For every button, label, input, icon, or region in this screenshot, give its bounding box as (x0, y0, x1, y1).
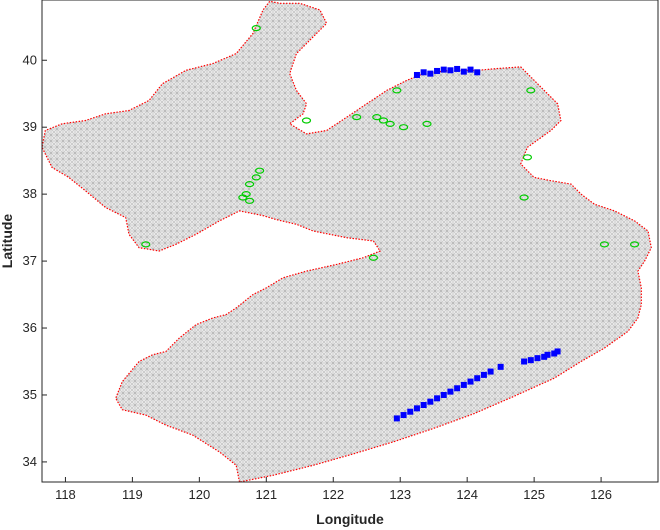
open-boundary-east-node-19 (541, 353, 548, 360)
open-boundary-east-node-20 (544, 351, 551, 358)
island-8 (244, 197, 255, 204)
x-tick-label-122: 122 (322, 487, 344, 502)
y-tick-label-38: 38 (23, 186, 37, 201)
open-boundary-north-node-6 (454, 65, 461, 72)
axes-box (41, 0, 659, 483)
open-boundary-east-node-2 (407, 408, 414, 415)
island-17 (522, 154, 533, 161)
open-boundary-north-node-7 (460, 68, 467, 75)
open-boundary-east-node-8 (447, 388, 454, 395)
y-tick-label-34: 34 (23, 454, 37, 469)
x-tick-label-120: 120 (188, 487, 210, 502)
open-boundary-east-node-15 (497, 363, 504, 370)
open-boundary-north-node-0 (413, 71, 420, 78)
x-tick-label-123: 123 (389, 487, 411, 502)
island-10 (372, 114, 382, 121)
island-1 (301, 117, 312, 124)
open-boundary-north-node-8 (467, 66, 474, 73)
y-tick-label-40: 40 (23, 52, 37, 67)
island-15 (422, 120, 432, 127)
open-boundary-north (413, 65, 481, 78)
island-7 (238, 194, 248, 201)
open-boundary-east-node-10 (460, 381, 467, 388)
x-tick-label-119: 119 (122, 487, 143, 502)
island-0 (251, 25, 261, 32)
open-boundary-north-node-1 (420, 69, 427, 76)
island-21 (368, 254, 379, 261)
island-2 (141, 241, 151, 248)
x-tick-label-121: 121 (255, 487, 277, 502)
y-tick-label-37: 37 (23, 253, 37, 268)
island-boundaries (141, 25, 640, 261)
island-16 (526, 87, 536, 94)
open-boundary-east (393, 348, 561, 422)
x-axis-ticks: 118 119 120 121 122 123 124 125 126 (55, 477, 612, 502)
open-boundary-east-node-3 (413, 405, 420, 412)
y-axis-label: Latitude (0, 214, 15, 269)
open-boundary-east-node-14 (487, 368, 494, 375)
island-19 (599, 241, 610, 248)
open-boundary-east-node-0 (393, 415, 400, 422)
open-boundary-east-node-7 (440, 391, 447, 398)
open-boundary-east-node-5 (427, 398, 434, 405)
island-13 (392, 87, 402, 94)
x-tick-label-125: 125 (523, 487, 545, 502)
y-tick-label-39: 39 (23, 119, 37, 134)
open-boundary-east-node-11 (467, 378, 474, 385)
x-axis-label: Longitude (316, 511, 384, 527)
open-boundary-east-node-13 (480, 371, 487, 378)
x-tick-label-118: 118 (55, 487, 76, 502)
open-boundary-north-node-5 (447, 67, 454, 74)
open-boundary-north-node-4 (440, 66, 447, 73)
open-boundary-east-node-21 (551, 350, 558, 357)
coastline-boundary (42, 0, 652, 482)
island-20 (629, 241, 640, 248)
open-boundary-east-node-16 (521, 358, 528, 365)
y-tick-label-35: 35 (23, 387, 37, 402)
y-axis-ticks: 34 35 36 37 38 39 40 (23, 52, 47, 469)
open-boundary-east-node-4 (420, 402, 427, 409)
open-boundary-east-node-9 (454, 385, 461, 392)
open-boundary-north-node-9 (474, 69, 481, 76)
open-boundary-east-node-17 (527, 357, 534, 364)
open-boundary-north-node-2 (427, 70, 434, 77)
island-4 (251, 174, 261, 181)
island-18 (519, 194, 529, 201)
open-boundary-north-node-3 (434, 67, 441, 74)
island-3 (244, 180, 255, 188)
mesh-domain (42, 1, 652, 482)
island-11 (378, 117, 389, 124)
island-9 (352, 114, 362, 121)
island-5 (255, 167, 265, 174)
open-boundary-east-node-18 (534, 355, 541, 362)
open-boundary-east-node-12 (474, 375, 481, 382)
x-tick-label-126: 126 (590, 487, 612, 502)
y-tick-label-36: 36 (23, 320, 37, 335)
open-boundary-east-node-22 (554, 348, 561, 355)
island-14 (398, 124, 409, 131)
island-12 (385, 120, 395, 127)
open-boundary-east-node-6 (434, 395, 441, 402)
x-tick-label-124: 124 (456, 487, 478, 502)
open-boundary-east-node-1 (400, 412, 407, 419)
